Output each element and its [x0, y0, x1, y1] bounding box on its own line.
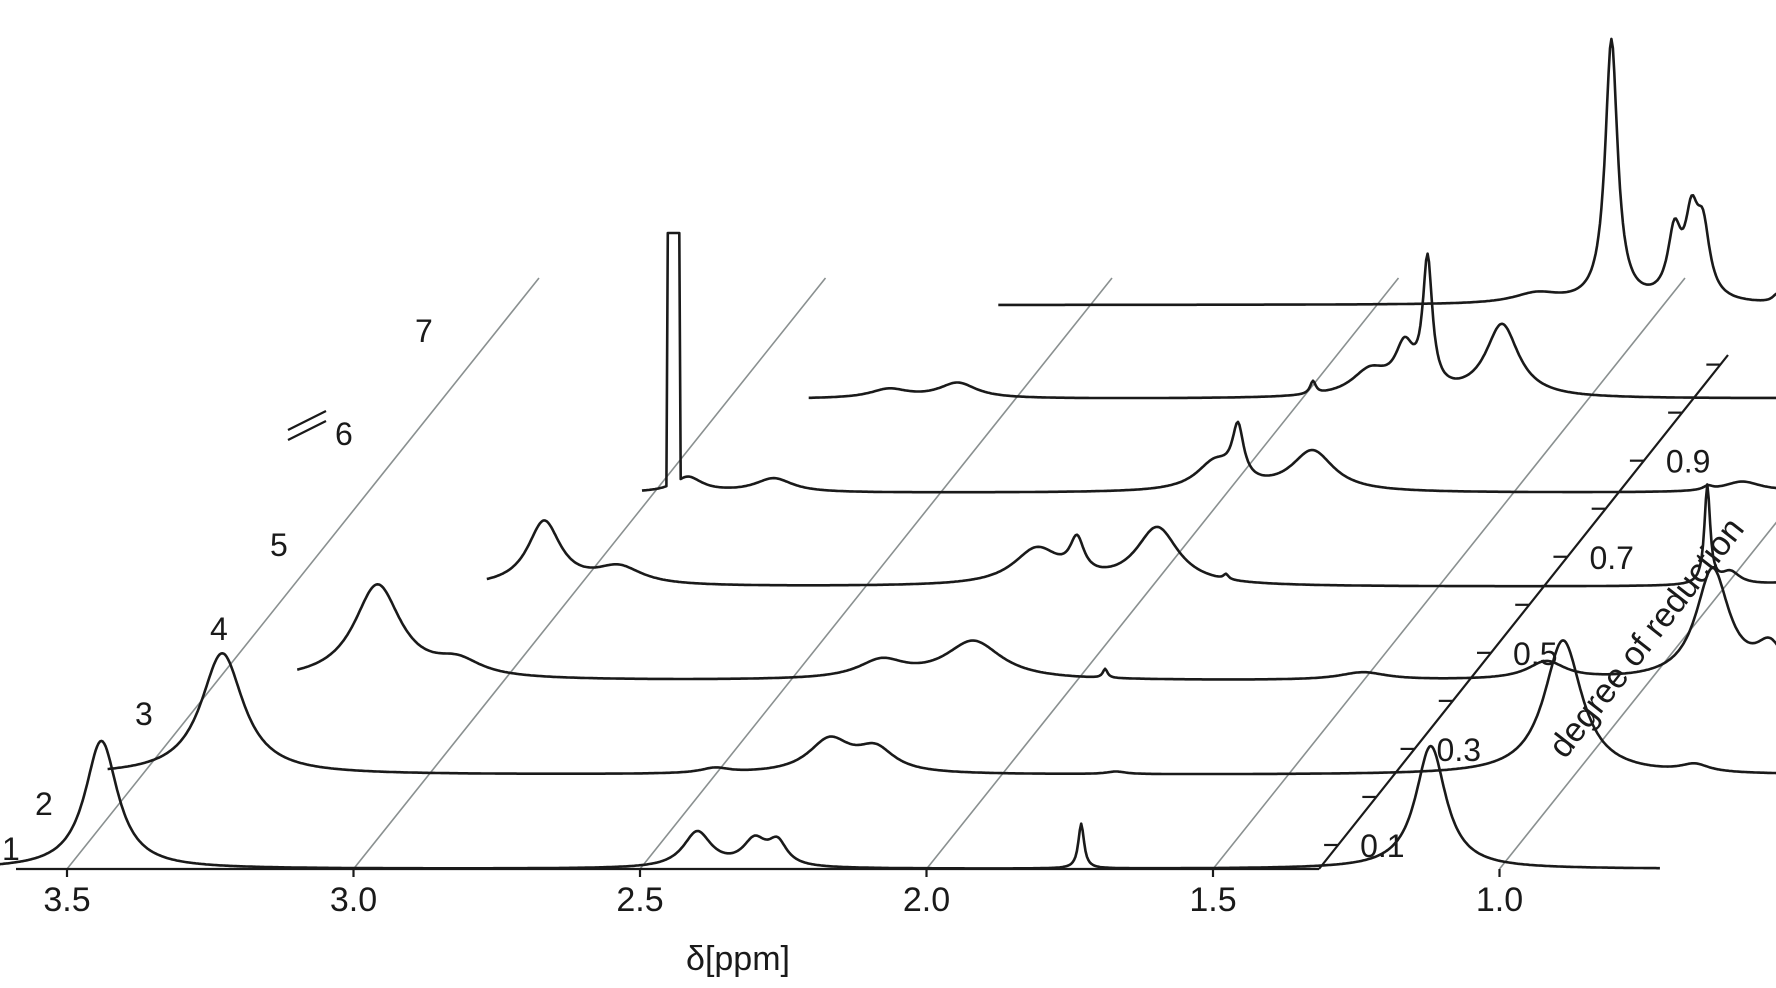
x-axis-title: δ[ppm]: [686, 940, 790, 978]
spectrum-trace-1: [0, 739, 1660, 870]
depth-tick-label-0.1: 0.1: [1360, 828, 1404, 864]
break-mark: [287, 410, 327, 441]
depth-tick-label-0.7: 0.7: [1589, 540, 1633, 576]
spectrum-trace-4: [486, 483, 1776, 588]
x-tick-label-3.5: 3.5: [43, 881, 90, 919]
axes: [16, 354, 1729, 871]
guide-line-2.5: [639, 277, 1113, 870]
trace-label-5: 5: [270, 527, 288, 563]
trace-label-4: 4: [210, 611, 228, 647]
guide-line-1.5: [1212, 277, 1686, 870]
spectrum-traces: [0, 37, 1776, 870]
guide-line-3.5: [66, 277, 540, 870]
depth-axis-line: [1318, 354, 1729, 870]
x-tick-label-3.0: 3.0: [330, 881, 377, 919]
trace-label-3: 3: [135, 696, 153, 732]
depth-tick-label-0.5: 0.5: [1513, 636, 1557, 672]
x-tick-label-1.0: 1.0: [1476, 881, 1523, 919]
spectrum-trace-2: [107, 639, 1776, 776]
trace-label-2: 2: [35, 786, 53, 822]
depth-axis-tick-labels: 0.1 0.3 0.5 0.7 0.9: [1324, 363, 1721, 864]
trace-number-labels: 12 3 4 5 6 7: [2, 313, 433, 867]
depth-tick-label-0.3: 0.3: [1437, 732, 1481, 768]
spectrum-trace-3: [296, 566, 1776, 681]
spectrum-trace-7: [998, 37, 1776, 307]
trace-label-6: 6: [335, 416, 353, 452]
depth-tick-label-0.9: 0.9: [1666, 444, 1710, 480]
spectrum-trace-6: [808, 252, 1776, 400]
x-tick-label-1.5: 1.5: [1189, 881, 1236, 919]
spectrum-trace-5: [641, 231, 1776, 494]
guide-line-3.0: [352, 277, 827, 870]
x-tick-label-2.5: 2.5: [616, 881, 663, 919]
trace-label-1: 1: [2, 831, 20, 867]
trace-label-7: 7: [415, 313, 433, 349]
guide-line-2.0: [925, 277, 1400, 870]
x-axis-tick-labels: 3.5 3.0 2.5 2.0 1.5 1.0: [43, 869, 1523, 919]
depth-guide-lines: [66, 277, 1776, 870]
x-tick-label-2.0: 2.0: [903, 881, 950, 919]
